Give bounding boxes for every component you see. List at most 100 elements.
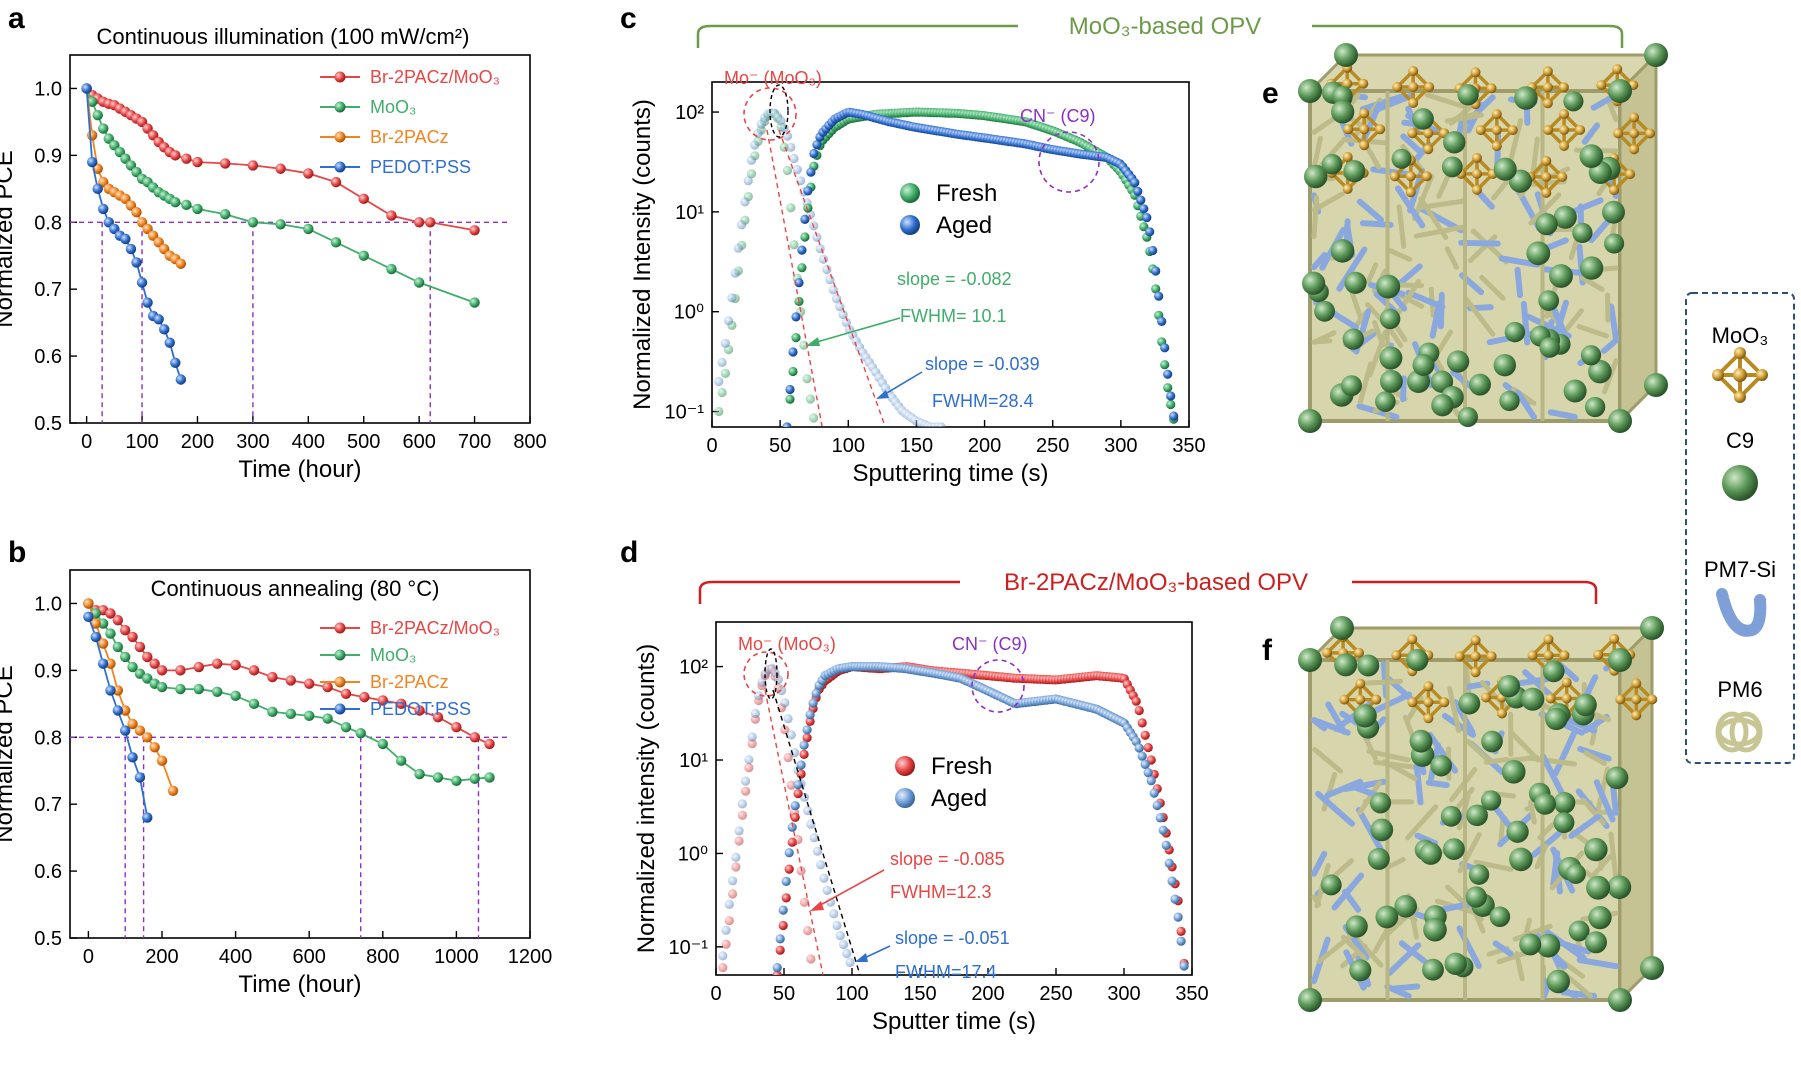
data-point — [793, 780, 803, 790]
banner-c-text: MoO₃-based OPV — [1069, 13, 1262, 40]
data-point — [815, 244, 825, 254]
data-point — [786, 203, 796, 213]
data-point — [743, 176, 753, 186]
data-point — [731, 852, 741, 863]
data-point — [304, 678, 315, 689]
c9-sphere — [1412, 108, 1434, 130]
data-point — [230, 659, 241, 671]
data-point — [156, 755, 168, 766]
c9-sphere — [1440, 805, 1462, 827]
data-point — [737, 810, 748, 820]
moo3-octahedron — [1615, 678, 1658, 721]
atom — [1358, 78, 1369, 89]
data-point — [1133, 186, 1143, 196]
data-point — [797, 245, 807, 255]
moo3-octahedron-icon — [1712, 347, 1768, 403]
data-point — [720, 338, 731, 348]
c9-sphere — [1499, 390, 1520, 412]
series-blue — [81, 83, 187, 385]
data-point — [720, 368, 731, 378]
data-point — [469, 225, 480, 236]
corner-sphere — [1298, 648, 1322, 672]
corner-sphere — [1644, 43, 1668, 67]
reference-lines — [70, 221, 508, 423]
data-point — [131, 207, 142, 218]
x-tick-label: 0 — [81, 431, 92, 453]
data-point — [413, 277, 425, 288]
legend-marker — [334, 131, 346, 143]
legend-label: Br-2PACz — [370, 127, 449, 147]
c9-sphere — [1480, 790, 1502, 811]
atom — [1609, 185, 1620, 196]
data-point — [812, 232, 822, 242]
data-point — [1140, 730, 1150, 740]
atom — [1423, 713, 1434, 724]
data-point — [714, 376, 724, 387]
pm7si-strand — [1336, 246, 1368, 292]
data-point — [451, 775, 462, 786]
data-point — [275, 163, 286, 174]
arrow-aged-head — [876, 390, 889, 399]
pm6-strand — [1357, 361, 1374, 405]
atom — [1557, 171, 1568, 182]
arrow-aged-head — [855, 953, 868, 962]
chart-d: 0 50 100 150 200 250 300 350 10⁻¹ 10⁰ 10¹ 10² Sputte… — [633, 621, 1209, 1035]
data-point — [800, 232, 810, 242]
corner-sphere — [1330, 616, 1354, 640]
c9-sphere — [1553, 791, 1576, 814]
atom — [1609, 633, 1620, 644]
plot-frame-b — [69, 569, 531, 939]
legend-entry: Br-2PACz/MoO₃ — [320, 67, 500, 87]
x-tick-label: 250 — [1036, 435, 1069, 457]
pm7si-strand — [1608, 303, 1619, 342]
c9-sphere — [1604, 233, 1625, 254]
arrow-fresh — [814, 869, 885, 909]
c9-sphere — [1579, 256, 1604, 280]
x-tick-label: 0 — [83, 946, 94, 968]
x-axis-title: Time (hour) — [238, 456, 361, 483]
atom — [1472, 168, 1482, 179]
c9-sphere — [1375, 391, 1396, 412]
data-point — [98, 203, 109, 215]
moo3-octahedron — [1407, 681, 1450, 724]
x-tick-label: 800 — [366, 946, 399, 968]
atom — [1355, 694, 1366, 705]
data-point — [746, 155, 757, 165]
data-point — [717, 387, 727, 398]
data-point — [747, 732, 757, 742]
data-point — [750, 140, 760, 150]
pm7si-strand — [1311, 252, 1328, 271]
x-tick-label: 50 — [769, 435, 791, 457]
c9-sphere — [1369, 792, 1392, 814]
banner-d-text: Br-2PACz/MoO₃-based OPV — [1004, 569, 1308, 596]
side-face — [1618, 51, 1658, 425]
c9-sphere — [1497, 674, 1521, 698]
data-point — [469, 297, 480, 308]
c9-sphere — [1493, 157, 1517, 181]
pm6-coil-icon — [1715, 711, 1763, 753]
data-point — [86, 130, 98, 141]
c9-sphere — [1563, 379, 1587, 403]
pm6-strand — [1444, 246, 1459, 270]
c9-sphere — [1553, 812, 1575, 834]
pm7si-strand — [1385, 942, 1422, 977]
pm6-strand — [1447, 686, 1462, 734]
x-tick-label: 100 — [835, 983, 868, 1005]
atom — [1439, 697, 1450, 708]
data-point — [811, 688, 821, 699]
data-point — [816, 860, 826, 870]
pm6-strand — [1387, 325, 1404, 348]
data-point — [800, 214, 810, 224]
data-point — [1163, 369, 1173, 379]
plot-body — [718, 662, 1189, 975]
x-tick-label: 200 — [181, 431, 214, 453]
c9-sphere — [1539, 337, 1560, 358]
data-point — [413, 217, 425, 228]
legend-label-aged: Aged — [936, 212, 992, 239]
x-tick-label: 150 — [900, 435, 933, 457]
annotation-cn: CN⁻ (C9) — [1020, 106, 1096, 126]
data-point — [304, 710, 315, 722]
pm6-strand — [1340, 934, 1367, 961]
data-point — [799, 897, 810, 907]
pm7si-strand — [1576, 956, 1619, 970]
